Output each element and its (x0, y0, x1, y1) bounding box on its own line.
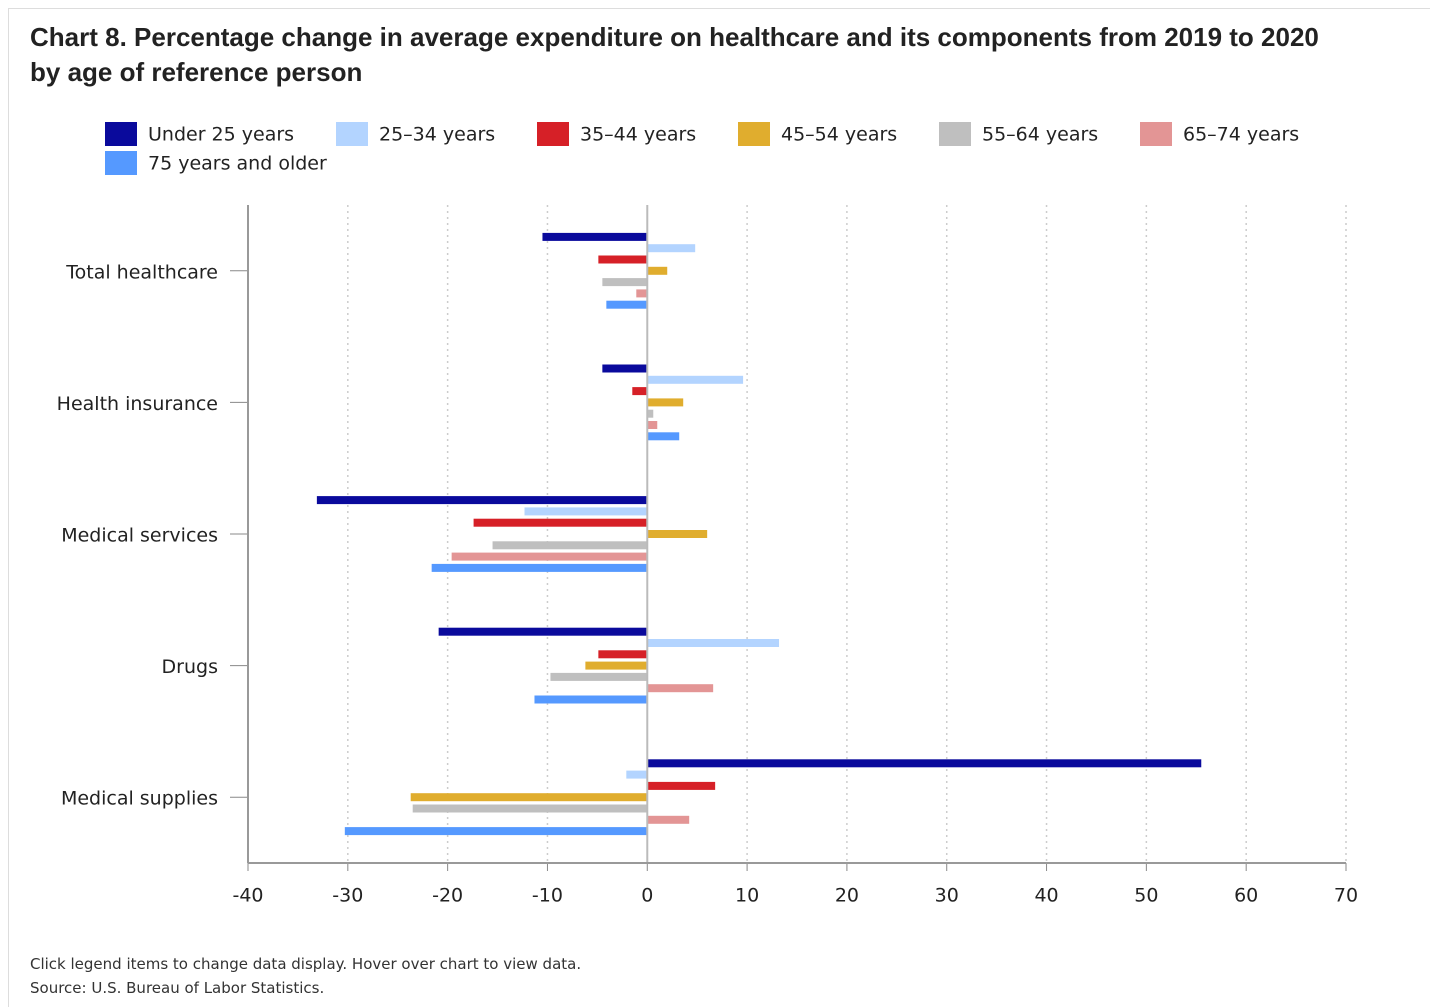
y-tick-label: Health insurance (57, 393, 218, 415)
note: Click legend items to change data displa… (30, 955, 582, 973)
bar (534, 695, 648, 704)
bar (647, 815, 690, 824)
bar (473, 518, 648, 527)
legend-label[interactable]: 25–34 years (379, 124, 495, 146)
bar (647, 639, 780, 647)
legend-label[interactable]: 65–74 years (1183, 124, 1299, 146)
bar (626, 770, 648, 779)
legend-swatch[interactable] (105, 151, 137, 175)
bar (647, 530, 708, 538)
bar (316, 496, 648, 505)
bar (598, 650, 648, 659)
legend-label[interactable]: Under 25 years (148, 124, 294, 146)
x-tick-label: -10 (532, 885, 563, 907)
bar (647, 432, 680, 441)
chart-title: Chart 8. Percentage change in average ex… (30, 22, 1319, 87)
bar (492, 541, 648, 550)
bar (344, 827, 648, 836)
x-tick-label: -40 (232, 885, 263, 907)
bar (647, 684, 714, 693)
bar (585, 661, 648, 670)
bar (602, 278, 648, 287)
x-tick-label: 60 (1234, 885, 1258, 907)
bar (606, 300, 648, 309)
bar (647, 759, 1202, 768)
x-tick-label: 20 (835, 885, 859, 907)
y-tick-label: Total healthcare (65, 261, 218, 283)
bar (410, 793, 648, 802)
legend-swatch[interactable] (336, 122, 368, 146)
x-tick-label: 0 (641, 885, 653, 907)
legend-label[interactable]: 55–64 years (982, 124, 1098, 146)
legend-swatch[interactable] (939, 122, 971, 146)
bar (647, 266, 668, 275)
y-tick-label: Medical supplies (61, 788, 218, 810)
bar (602, 364, 648, 373)
bar (632, 387, 648, 396)
bar (647, 244, 696, 253)
y-tick-label: Medical services (61, 525, 218, 547)
bar (647, 375, 744, 384)
x-tick-label: -20 (432, 885, 463, 907)
bar (636, 289, 648, 298)
bar (542, 232, 648, 241)
x-tick-label: -30 (332, 885, 363, 907)
x-tick-label: 70 (1334, 885, 1358, 907)
legend-swatch[interactable] (1140, 122, 1172, 146)
legend-label[interactable]: 75 years and older (148, 153, 327, 175)
legend-label[interactable]: 35–44 years (580, 124, 696, 146)
source: Source: U.S. Bureau of Labor Statistics. (30, 979, 325, 997)
bar (550, 672, 648, 681)
x-tick-label: 40 (1034, 885, 1058, 907)
legend-swatch[interactable] (738, 122, 770, 146)
bar (598, 255, 648, 264)
bar (438, 627, 648, 636)
bar (524, 507, 648, 516)
x-tick-label: 50 (1134, 885, 1158, 907)
bar (451, 552, 648, 561)
bar (431, 563, 648, 572)
bar (647, 781, 716, 790)
y-tick-label: Drugs (162, 656, 218, 678)
bar (647, 409, 654, 418)
x-tick-label: 10 (735, 885, 759, 907)
x-tick-label: 30 (935, 885, 959, 907)
legend-swatch[interactable] (105, 122, 137, 146)
bar (647, 421, 658, 429)
bar (647, 398, 684, 407)
legend-swatch[interactable] (537, 122, 569, 146)
legend-label[interactable]: 45–54 years (781, 124, 897, 146)
bar (412, 804, 648, 813)
frame (8, 8, 1430, 1007)
